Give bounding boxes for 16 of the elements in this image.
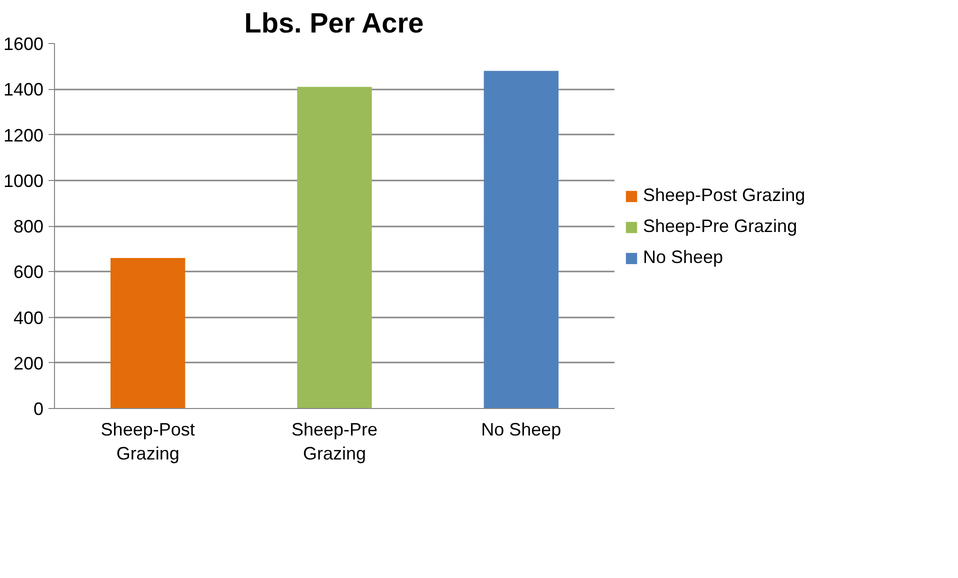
y-tick-label: 400 [13, 308, 44, 328]
legend-label: Sheep-Pre Grazing [643, 216, 798, 237]
y-tick-label: 0 [33, 399, 44, 419]
y-tick-label: 200 [13, 353, 44, 374]
y-tick-label: 1200 [3, 125, 44, 146]
y-tick-label: 800 [13, 216, 44, 236]
chart-title: Lbs. Per Acre [244, 8, 424, 38]
legend-label: No Sheep [643, 247, 724, 268]
y-tick-label: 1600 [3, 34, 44, 54]
x-tick-label: No Sheep [481, 420, 562, 440]
y-tick-label: 1400 [3, 80, 44, 100]
x-tick-label: Sheep-Pre Grazing [291, 420, 378, 464]
y-tick-label: 600 [13, 262, 44, 282]
legend-label: Sheep-Post Grazing [643, 185, 806, 206]
y-tick-label: 1000 [3, 170, 44, 191]
x-tick-label: Sheep-Post Grazing [100, 420, 195, 464]
